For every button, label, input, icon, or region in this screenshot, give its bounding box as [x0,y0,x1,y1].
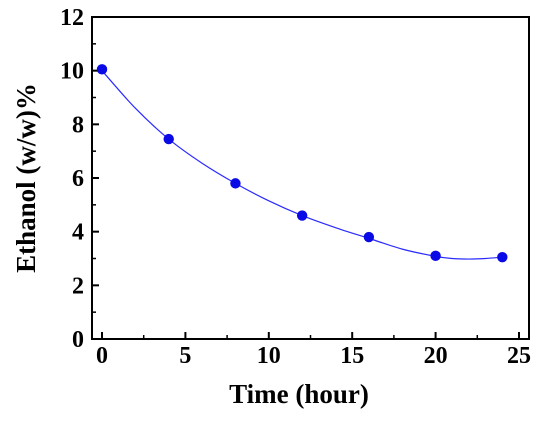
x-tick-label: 25 [507,343,531,369]
x-axis-tick-labels: 0 5 10 15 20 25 [96,343,531,369]
y-axis-tick-labels: 0 2 4 6 8 10 12 [60,5,84,353]
y-tick-label: 0 [72,327,84,353]
plot-frame [91,16,530,340]
y-tick-label: 6 [72,166,84,192]
y-tick-label: 8 [72,112,84,138]
data-point [230,178,241,189]
y-tick-label: 4 [72,220,84,246]
fit-curve-line [101,70,503,260]
y-tick-label: 12 [60,5,84,31]
x-tick-label: 10 [257,343,281,369]
data-point [363,231,375,243]
data-point [163,133,174,145]
data-point [497,251,508,263]
data-point [96,64,108,75]
x-axis-ticks [101,332,520,339]
y-axis-ticks [92,16,99,340]
x-tick-label: 15 [340,343,364,369]
y-tick-label: 10 [60,59,84,85]
data-point [430,250,441,262]
data-point [296,210,308,221]
data-points [96,64,508,263]
y-tick-label: 2 [72,273,84,299]
x-tick-label: 5 [179,343,191,369]
x-tick-label: 0 [96,343,108,369]
x-axis-title: Time (hour) [229,379,369,409]
y-axis-title: Ethanol (w/w)% [11,83,41,273]
x-tick-label: 20 [424,343,448,369]
